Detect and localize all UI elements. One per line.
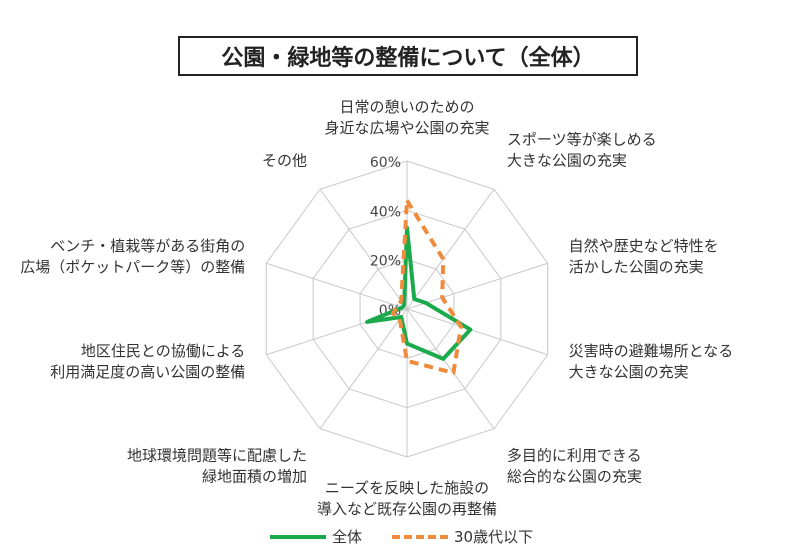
category-label-9: その他 (262, 151, 307, 169)
legend-swatch-all (270, 534, 326, 539)
legend: 全体 30歳代以下 (270, 526, 563, 547)
series-line-0 (365, 225, 473, 361)
category-label-4: 多目的に利用できる総合的な公園の充実 (507, 447, 642, 486)
tick-label-1: 20% (370, 254, 401, 270)
series-line-1 (390, 198, 463, 375)
tick-label-2: 40% (370, 204, 401, 220)
category-label-5: ニーズを反映した施設の導入など既存公園の再整備 (317, 479, 497, 518)
legend-label-30s: 30歳代以下 (454, 528, 534, 546)
category-label-3: 災害時の避難場所となる大きな公園の充実 (569, 342, 734, 381)
spoke-1 (406, 188, 495, 310)
spoke-8 (266, 262, 408, 310)
spoke-9 (319, 188, 408, 310)
spoke-4 (406, 308, 495, 430)
category-label-0: 日常の憩いのための身近な広場や公園の充実 (324, 98, 489, 137)
spoke-3 (406, 308, 548, 356)
category-label-7: 地区住民との協働による利用満足度の高い公園の整備 (50, 342, 245, 381)
category-label-6: 地球環境問題等に配慮した緑地面積の増加 (127, 447, 307, 486)
legend-label-all: 全体 (332, 528, 363, 546)
category-label-2: 自然や歴史など特性を活かした公園の充実 (569, 237, 719, 276)
legend-item-all: 全体 (270, 526, 362, 547)
legend-swatch-30s (392, 534, 449, 539)
category-label-8: ベンチ・植栽等がある街角の広場（ポケットパーク等）の整備 (20, 237, 245, 276)
category-label-1: スポーツ等が楽しめる大きな公園の充実 (507, 130, 657, 169)
tick-label-3: 60% (370, 155, 401, 171)
spoke-6 (319, 308, 408, 430)
legend-item-30s: 30歳代以下 (392, 526, 533, 547)
chart-title: 公園・緑地等の整備について（全体） (178, 36, 638, 76)
spoke-2 (406, 262, 548, 310)
